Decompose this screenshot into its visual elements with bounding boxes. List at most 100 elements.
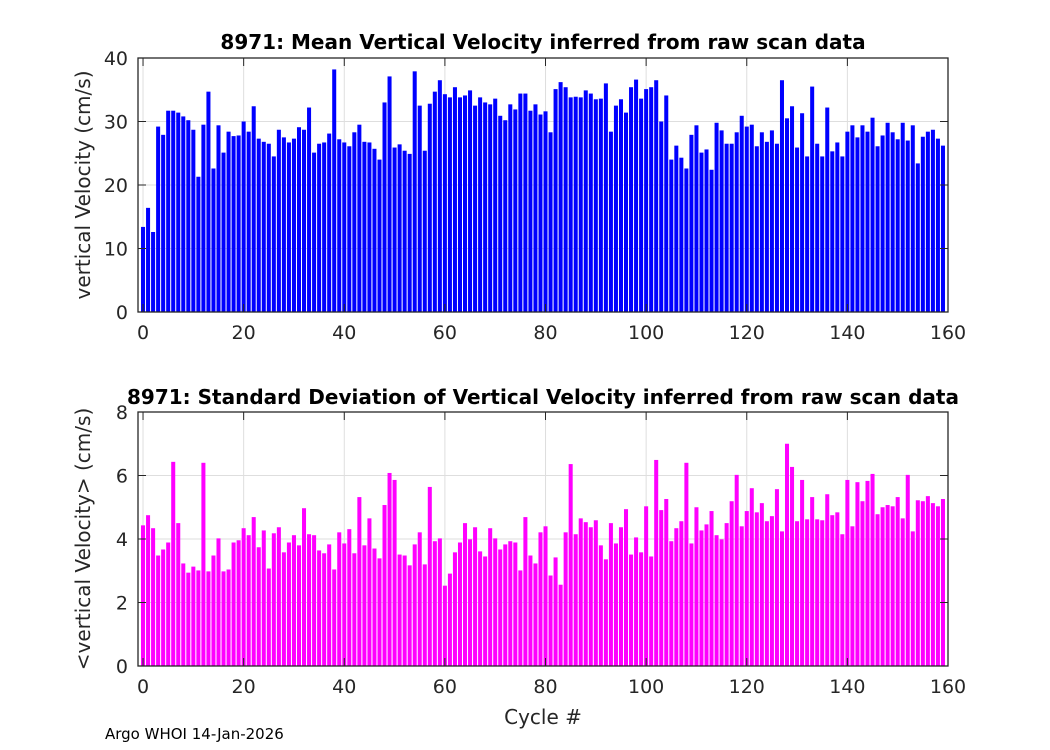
chart2-bar (357, 497, 362, 666)
chart1-bar (885, 122, 890, 313)
chart2-bar (442, 585, 447, 666)
chart1-bar (940, 145, 945, 312)
chart1-bar (573, 96, 578, 312)
chart1-bar (880, 135, 885, 312)
chart2-bar (719, 539, 724, 666)
chart1-bar (296, 127, 302, 312)
chart2-bar (221, 571, 226, 666)
chart2-bar (397, 554, 402, 666)
chart2-bar (774, 489, 779, 666)
chart2-bar (825, 494, 830, 666)
chart2-bar (302, 508, 307, 666)
chart1-bar (774, 143, 779, 312)
chart2-y-tick-label: 6 (116, 466, 128, 488)
chart2-bar (422, 564, 427, 666)
chart2-bar (779, 531, 784, 666)
chart1-x-tick-label: 40 (332, 322, 356, 344)
chart2-bar (805, 519, 810, 666)
chart2-bar (352, 553, 357, 666)
chart1-bar (659, 121, 664, 312)
chart1-x-tick-label: 0 (137, 322, 149, 344)
chart2-bar (337, 532, 342, 666)
chart1-bar (377, 159, 382, 312)
chart2-bar (437, 538, 442, 666)
chart1-bar (236, 135, 241, 312)
chart1-bar (875, 146, 880, 312)
chart2-bar (246, 535, 251, 666)
chart2-bar (784, 443, 790, 666)
chart1-y-tick-label: 30 (104, 112, 128, 134)
chart2-bar (281, 552, 286, 666)
chart2-bar (890, 506, 895, 666)
chart1-y-tick-label: 40 (104, 48, 128, 70)
chart1-bar (206, 91, 211, 312)
chart1-bar (372, 148, 377, 312)
chart1-bar (362, 141, 367, 312)
chart2-bar (744, 511, 749, 666)
chart1-bar (317, 143, 322, 312)
chart2-bar (251, 517, 256, 666)
chart2-bar (156, 555, 161, 666)
chart2-bar (332, 569, 337, 666)
chart2-bar (925, 496, 930, 666)
chart1-bar (432, 91, 437, 312)
chart2-bar (402, 555, 407, 666)
chart1-bar (624, 112, 629, 312)
chart1-bar (256, 138, 261, 312)
chart1-bar (915, 163, 920, 312)
chart1-bar (905, 140, 910, 312)
chart2-bar (739, 526, 744, 666)
chart1-bar (382, 102, 387, 312)
chart2-x-tick-label: 20 (232, 676, 256, 698)
chart2-bar (749, 488, 754, 666)
chart2-bar (382, 505, 387, 666)
chart1-bar (407, 153, 412, 312)
chart1-bar (865, 131, 870, 312)
chart2-bar (855, 482, 860, 666)
chart1-x-tick-label: 20 (232, 322, 256, 344)
chart1-bar (729, 143, 734, 312)
chart1-bar (186, 120, 191, 312)
chart2-bar (291, 535, 296, 666)
chart2-bar (669, 541, 674, 666)
chart2-bar (900, 518, 905, 666)
chart2-bar (583, 522, 588, 666)
chart2-bar (800, 479, 805, 666)
chart1-bar (810, 86, 815, 312)
chart2-bar (759, 503, 764, 666)
chart2-bar (840, 534, 845, 666)
footer-credit: Argo WHOI 14-Jan-2026 (105, 725, 284, 743)
chart2-bar (613, 543, 618, 666)
chart1-bar (825, 107, 830, 312)
chart2-bar (754, 512, 759, 666)
chart2-bar (548, 575, 553, 666)
chart1-bar (543, 111, 548, 312)
chart1-bar (332, 69, 337, 313)
chart1-bar (463, 95, 468, 312)
chart2-bar (191, 566, 196, 666)
chart1-bar (523, 93, 528, 312)
chart1-bar (835, 142, 840, 312)
chart2-bar (226, 569, 231, 666)
chart2-bar (146, 515, 151, 666)
chart2-bar (327, 544, 332, 666)
chart2-bar (271, 533, 276, 666)
chart1-bar (795, 147, 800, 312)
chart1-bar (478, 97, 483, 313)
chart2-bar (568, 464, 573, 666)
chart2-bar (729, 501, 734, 666)
chart2-bar (447, 573, 452, 666)
chart1-bar (211, 168, 216, 312)
chart1-bar (538, 114, 543, 312)
chart1-bar (583, 90, 588, 312)
chart2-bar (629, 554, 634, 666)
chart2-bar (714, 535, 719, 666)
chart2-bar (417, 532, 422, 666)
chart1-bar (402, 150, 407, 312)
chart1-bar (548, 132, 553, 312)
chart2-bar (573, 534, 578, 666)
chart1-bar (181, 116, 186, 312)
chart2-bar (518, 570, 523, 666)
chart1-bar (679, 157, 684, 312)
chart2-bar (910, 531, 915, 666)
